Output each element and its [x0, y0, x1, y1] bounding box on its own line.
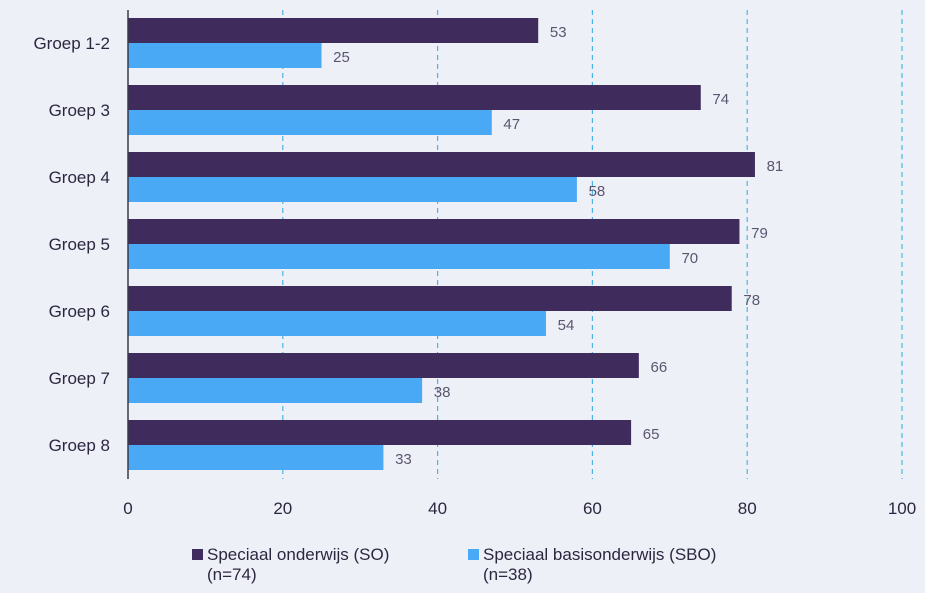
legend: Speciaal onderwijs (SO) (n=74) Speciaal …: [0, 545, 925, 593]
bar-so: [128, 219, 740, 244]
x-tick-label: 20: [273, 499, 292, 518]
bar-so: [128, 85, 701, 110]
bar-chart-svg: Groep 1-2 53 25 Groep 3 74 47 Groep 4 81 58 Groep…: [33, 10, 916, 518]
bar-sbo: [128, 378, 423, 403]
data-label-sbo: 70: [681, 250, 698, 267]
legend-label-so: Speciaal onderwijs (SO): [207, 545, 390, 564]
legend-swatch-sbo: [468, 549, 479, 560]
data-label-so: 81: [767, 158, 784, 175]
legend-sub-so: (n=74): [207, 565, 257, 584]
data-label-sbo: 47: [503, 116, 520, 133]
data-label-so: 66: [650, 359, 667, 376]
bar-so: [128, 286, 732, 311]
data-label-sbo: 58: [589, 183, 606, 200]
bar-so: [128, 353, 639, 378]
data-label-sbo: 38: [434, 384, 451, 401]
bar-sbo: [128, 445, 384, 470]
legend-swatch-so: [192, 549, 203, 560]
x-tick-label: 60: [583, 499, 602, 518]
x-tick-label: 40: [428, 499, 447, 518]
category-label: Groep 7: [49, 369, 110, 388]
legend-sub-sbo: (n=38): [483, 565, 533, 584]
data-label-sbo: 54: [558, 317, 575, 334]
x-tick-label: 80: [738, 499, 757, 518]
category-label: Groep 1-2: [33, 34, 110, 53]
bar-sbo: [128, 244, 670, 269]
legend-item-so: Speciaal onderwijs (SO) (n=74): [192, 545, 389, 585]
data-label-sbo: 33: [395, 451, 412, 468]
data-label-so: 65: [643, 426, 660, 443]
category-label: Groep 8: [49, 436, 110, 455]
data-label-sbo: 25: [333, 49, 350, 66]
bar-so: [128, 420, 632, 445]
bar-sbo: [128, 311, 546, 336]
bar-so: [128, 152, 755, 177]
data-label-so: 78: [743, 292, 760, 309]
bar-sbo: [128, 43, 322, 68]
category-label: Groep 4: [49, 168, 110, 187]
data-label-so: 79: [751, 225, 768, 242]
bar-sbo: [128, 110, 492, 135]
data-label-so: 53: [550, 24, 567, 41]
x-tick-label: 100: [888, 499, 916, 518]
bar-so: [128, 18, 539, 43]
legend-item-sbo: Speciaal basisonderwijs (SBO) (n=38): [468, 545, 716, 585]
x-tick-label: 0: [123, 499, 132, 518]
legend-label-sbo: Speciaal basisonderwijs (SBO): [483, 545, 717, 564]
data-label-so: 74: [712, 91, 729, 108]
bar-sbo: [128, 177, 577, 202]
category-label: Groep 3: [49, 101, 110, 120]
category-label: Groep 6: [49, 302, 110, 321]
category-label: Groep 5: [49, 235, 110, 254]
